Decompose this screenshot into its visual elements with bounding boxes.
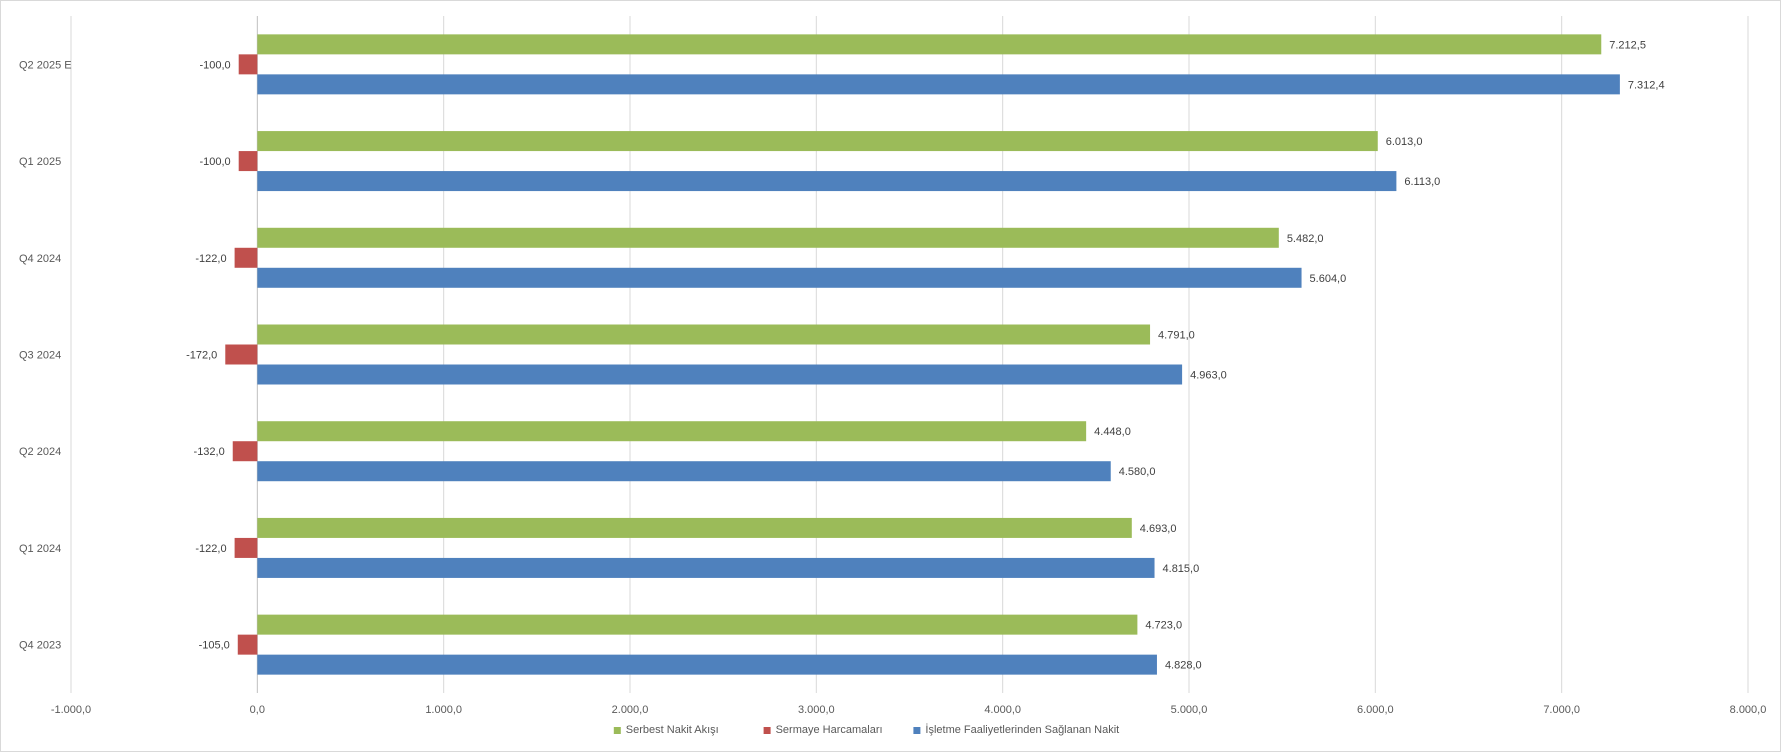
legend-label: İşletme Faaliyetlerinden Sağlanan Nakit — [925, 723, 1119, 736]
bar-capex — [232, 441, 258, 462]
data-label: 6.113,0 — [1404, 176, 1440, 188]
value-axis: -1.000,0 0,0 1.000,0 2.000,0 3.000,0 4.000,0 5… — [51, 704, 1767, 716]
bar-free-cash-flow — [257, 517, 1132, 538]
data-label: 4.448,0 — [1094, 426, 1131, 438]
data-label: 6.013,0 — [1386, 136, 1423, 148]
bar-free-cash-flow — [257, 227, 1279, 248]
category-label: Q4 2024 — [19, 253, 61, 265]
bar-free-cash-flow — [257, 324, 1151, 345]
data-label: 7.212,5 — [1609, 39, 1646, 51]
bar-free-cash-flow — [257, 34, 1602, 55]
legend-swatch — [913, 727, 921, 734]
category-axis: Q2 2025 E Q1 2025 Q4 2024 Q3 2024 Q2 2024 Q1 … — [19, 59, 72, 651]
bars — [225, 34, 1620, 675]
data-label: 4.791,0 — [1158, 330, 1195, 342]
data-label: 7.312,4 — [1628, 79, 1665, 91]
bar-capex — [238, 54, 258, 75]
x-tick-label: 4.000,0 — [984, 704, 1021, 716]
x-tick-label: 5.000,0 — [1171, 704, 1208, 716]
bar-capex — [237, 634, 258, 655]
data-label: -122,0 — [195, 543, 226, 555]
data-label: -100,0 — [199, 59, 230, 71]
x-tick-label: 3.000,0 — [798, 704, 835, 716]
x-tick-label: 0,0 — [250, 704, 265, 716]
data-label: -172,0 — [186, 350, 217, 362]
data-label: 4.815,0 — [1163, 563, 1200, 575]
bar-free-cash-flow — [257, 421, 1087, 442]
category-label: Q2 2025 E — [19, 59, 72, 71]
data-label: 4.828,0 — [1165, 660, 1202, 672]
data-labels: 7.212,5 -100,0 7.312,4 6.013,0 -100,0 6.113,0… — [186, 39, 1664, 671]
bar-capex — [225, 344, 258, 365]
data-label: 4.693,0 — [1140, 523, 1177, 535]
bar-capex — [234, 247, 258, 268]
legend-swatch — [763, 727, 771, 734]
x-tick-label: 8.000,0 — [1730, 704, 1767, 716]
legend: Serbest Nakit Akışı Sermaye Harcamaları İş… — [613, 723, 1119, 736]
category-label: Q2 2024 — [19, 446, 61, 458]
data-label: -100,0 — [199, 156, 230, 168]
data-label: -132,0 — [194, 446, 225, 458]
data-label: -105,0 — [199, 640, 230, 652]
x-tick-label: -1.000,0 — [51, 704, 91, 716]
bar-capex — [238, 151, 258, 172]
bar-free-cash-flow — [257, 614, 1138, 635]
data-label: 5.482,0 — [1287, 233, 1324, 245]
bar-capex — [234, 537, 258, 558]
category-label: Q3 2024 — [19, 350, 61, 362]
data-label: 4.580,0 — [1119, 466, 1156, 478]
legend-swatch — [613, 727, 621, 734]
x-tick-label: 2.000,0 — [612, 704, 649, 716]
bar-operating-cash — [257, 267, 1302, 288]
bar-operating-cash — [257, 654, 1157, 675]
data-label: 5.604,0 — [1310, 273, 1347, 285]
data-label: -122,0 — [195, 253, 226, 265]
legend-label: Sermaye Harcamaları — [776, 724, 883, 736]
bar-operating-cash — [257, 557, 1155, 578]
category-label: Q1 2025 — [19, 156, 61, 168]
gridlines — [70, 16, 1749, 693]
data-label: 4.963,0 — [1190, 370, 1227, 382]
bar-operating-cash — [257, 461, 1111, 482]
data-label: 4.723,0 — [1145, 620, 1182, 632]
x-tick-label: 1.000,0 — [425, 704, 462, 716]
bar-operating-cash — [257, 171, 1397, 192]
bar-free-cash-flow — [257, 131, 1378, 152]
x-tick-label: 6.000,0 — [1357, 704, 1394, 716]
bar-operating-cash — [257, 364, 1183, 385]
category-label: Q4 2023 — [19, 640, 61, 652]
legend-label: Serbest Nakit Akışı — [626, 724, 719, 736]
x-tick-label: 7.000,0 — [1543, 704, 1580, 716]
bar-operating-cash — [257, 74, 1620, 95]
category-label: Q1 2024 — [19, 543, 61, 555]
